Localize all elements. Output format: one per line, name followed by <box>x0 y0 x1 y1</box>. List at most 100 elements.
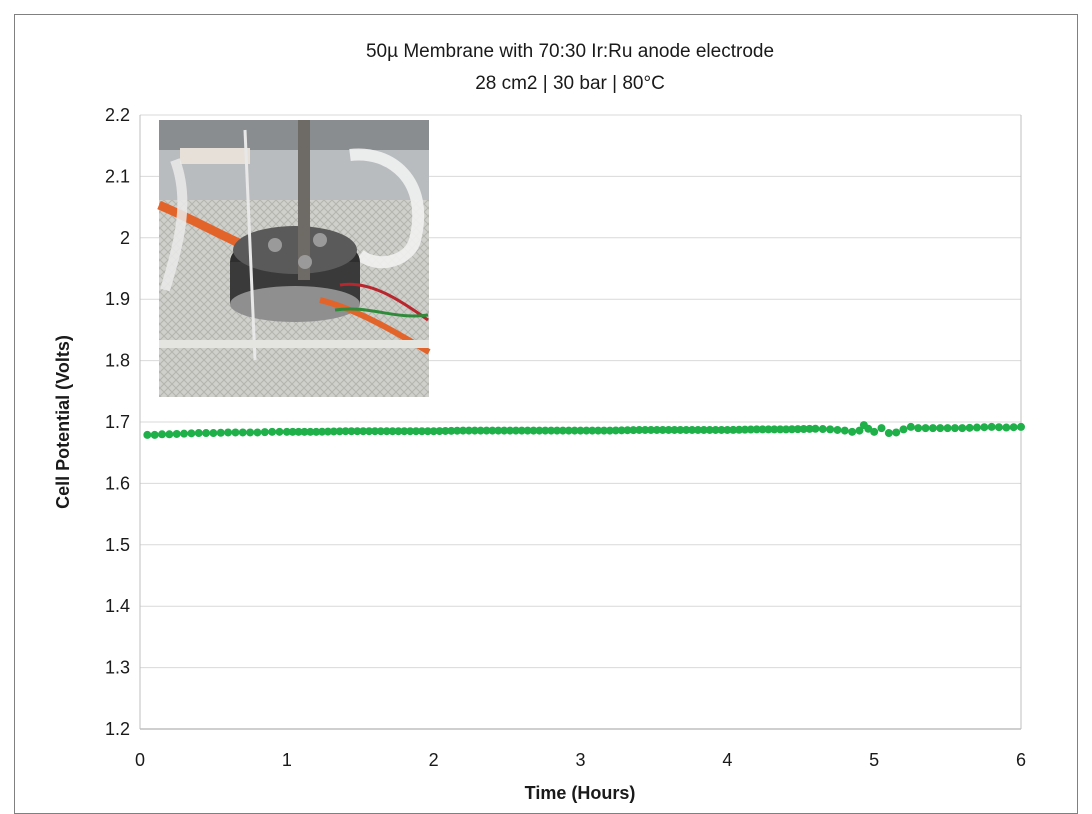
data-point <box>848 427 857 436</box>
y-tick-label: 1.8 <box>105 351 130 371</box>
x-tick-label: 6 <box>1016 750 1026 770</box>
data-point <box>840 426 849 435</box>
data-point-interpolated <box>376 427 385 436</box>
y-tick-label: 1.6 <box>105 473 130 493</box>
data-point <box>341 427 350 436</box>
data-point-interpolated <box>558 426 567 435</box>
data-point-interpolated <box>447 426 456 435</box>
data-point-interpolated <box>582 426 591 435</box>
data-point <box>158 430 167 439</box>
data-point <box>429 427 438 436</box>
x-tick-label: 3 <box>575 750 585 770</box>
data-point <box>165 430 174 439</box>
series-points <box>143 421 1025 439</box>
x-tick-label: 4 <box>722 750 732 770</box>
data-point-interpolated <box>936 424 945 433</box>
data-point <box>928 424 937 433</box>
data-point-interpolated <box>541 426 550 435</box>
data-point <box>224 428 233 437</box>
data-point <box>958 424 967 433</box>
inset-photo <box>157 120 431 397</box>
data-point-interpolated <box>623 426 632 435</box>
data-point-interpolated <box>529 426 538 435</box>
data-point-interpolated <box>494 426 503 435</box>
data-point-interpolated <box>670 425 679 434</box>
data-point-interpolated <box>818 425 827 434</box>
data-point <box>906 422 915 431</box>
data-point-interpolated <box>735 425 744 434</box>
data-point-interpolated <box>729 425 738 434</box>
data-point <box>972 423 981 432</box>
y-tick-label: 2 <box>120 228 130 248</box>
data-point-interpolated <box>994 423 1003 432</box>
x-tick-label: 0 <box>135 750 145 770</box>
data-point-interpolated <box>641 425 650 434</box>
data-point <box>877 424 886 433</box>
data-point-interpolated <box>770 425 779 434</box>
y-tick-label: 1.9 <box>105 289 130 309</box>
y-tick-label: 2.1 <box>105 166 130 186</box>
data-point-interpolated <box>965 423 974 432</box>
data-point <box>268 427 277 436</box>
data-point-interpolated <box>611 426 620 435</box>
data-point-interpolated <box>511 426 520 435</box>
data-point-interpolated <box>676 425 685 434</box>
data-point <box>884 429 893 438</box>
data-point-interpolated <box>588 426 597 435</box>
chart-subtitle: 28 cm2 | 30 bar | 80°C <box>475 73 665 94</box>
data-point-interpolated <box>441 426 450 435</box>
x-tick-label: 1 <box>282 750 292 770</box>
data-point-interpolated <box>359 427 368 436</box>
data-point <box>782 425 791 434</box>
data-point-interpolated <box>553 426 562 435</box>
data-point <box>1017 422 1025 431</box>
data-point-interpolated <box>717 425 726 434</box>
data-point <box>576 426 585 435</box>
data-point-interpolated <box>500 426 509 435</box>
data-point-interpolated <box>506 426 515 435</box>
data-point-interpolated <box>482 426 491 435</box>
data-point-interpolated <box>476 426 485 435</box>
x-tick-label: 2 <box>429 750 439 770</box>
data-point-interpolated <box>453 426 462 435</box>
data-point-interpolated <box>260 428 269 437</box>
data-point <box>180 429 189 438</box>
x-tick-label: 5 <box>869 750 879 770</box>
data-point <box>855 426 864 435</box>
data-point-interpolated <box>275 427 284 436</box>
data-point-interpolated <box>394 427 403 436</box>
data-point-interpolated <box>187 429 196 438</box>
data-point-interpolated <box>699 425 708 434</box>
data-point <box>943 424 952 433</box>
data-point <box>194 429 203 438</box>
data-point-interpolated <box>711 425 720 434</box>
data-point-interpolated <box>629 426 638 435</box>
data-point <box>150 430 159 439</box>
data-point <box>864 424 873 433</box>
data-point-interpolated <box>564 426 573 435</box>
data-point <box>282 427 291 436</box>
data-point <box>143 430 152 439</box>
data-point-interpolated <box>365 427 374 436</box>
data-point <box>899 425 908 434</box>
data-point <box>914 424 923 433</box>
data-point-interpolated <box>950 424 959 433</box>
data-point-interpolated <box>347 427 356 436</box>
data-point-interpolated <box>294 427 303 436</box>
data-point-interpolated <box>202 429 211 438</box>
data-point <box>209 429 218 438</box>
data-point <box>870 427 879 436</box>
data-point <box>811 424 820 433</box>
data-point-interpolated <box>412 427 421 436</box>
data-point-interpolated <box>523 426 532 435</box>
data-point-interpolated <box>599 426 608 435</box>
data-point-interpolated <box>746 425 755 434</box>
data-point <box>1002 423 1011 432</box>
data-point-interpolated <box>216 428 225 437</box>
y-axis-label: Cell Potential (Volts) <box>53 335 73 509</box>
data-point-interpolated <box>246 428 255 437</box>
data-point <box>488 426 497 435</box>
data-point-interpolated <box>688 425 697 434</box>
data-point <box>723 425 732 434</box>
data-point-interpolated <box>231 428 240 437</box>
